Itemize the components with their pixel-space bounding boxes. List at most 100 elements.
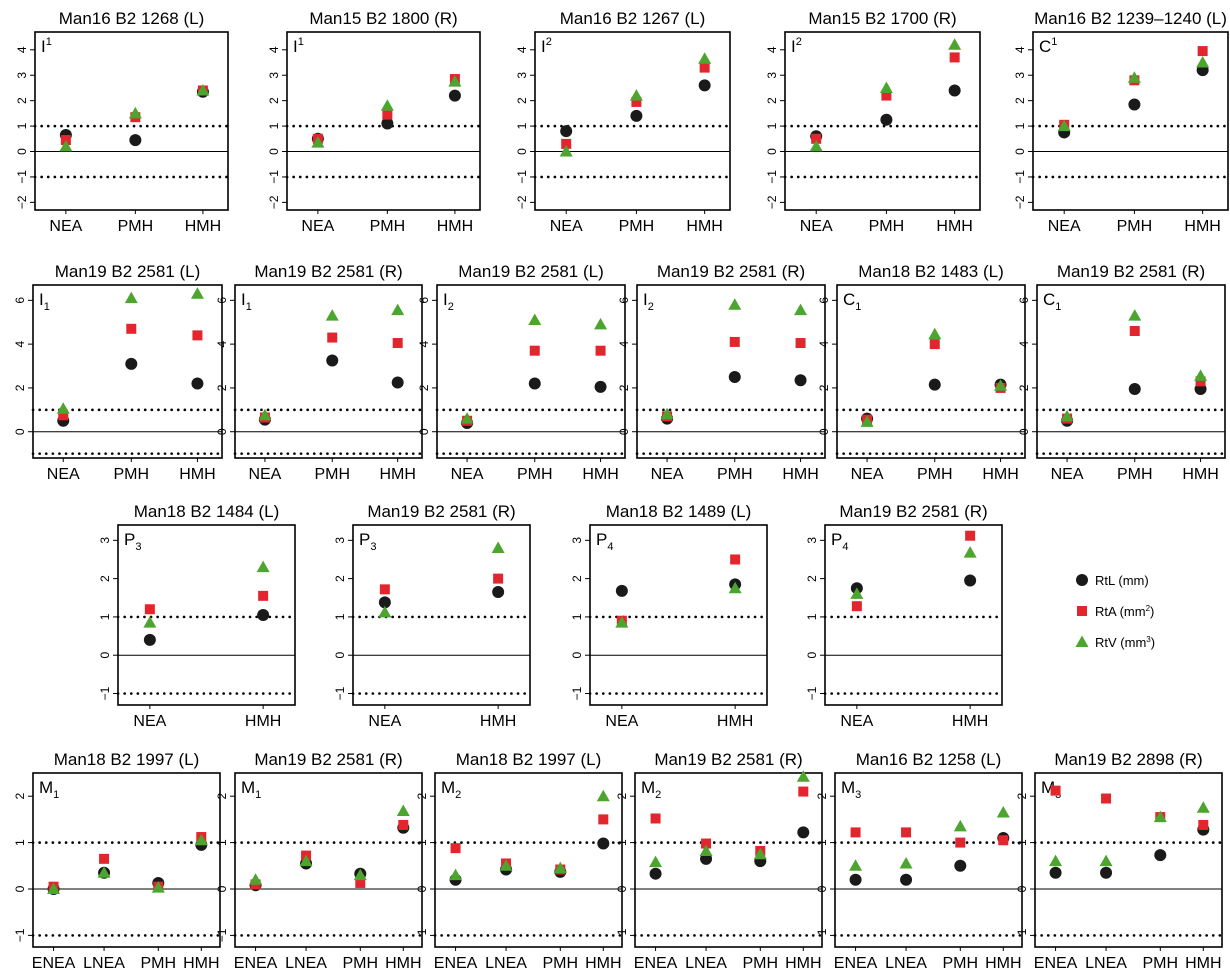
rtv-point — [699, 844, 713, 856]
x-tick-label: ENEA — [434, 955, 478, 972]
rta-point — [1129, 325, 1140, 336]
x-tick-label: HMH — [785, 955, 821, 972]
x-tick-label: PMH — [743, 955, 779, 972]
y-tick-label: −1 — [1015, 928, 1029, 942]
x-tick-label: PMH — [314, 466, 350, 483]
rtv-point — [528, 313, 542, 326]
rtl-point — [928, 378, 941, 391]
rtv-point — [56, 402, 70, 414]
y-tick-label: −1 — [615, 928, 629, 942]
x-tick-label: HMH — [1182, 466, 1218, 483]
rtl-point — [381, 117, 394, 130]
panel-frame — [784, 31, 981, 211]
y-tick-label: 0 — [13, 885, 27, 892]
rta-point — [398, 819, 409, 830]
rtv-point — [553, 861, 567, 874]
panel-title: Man16 B2 1267 (L) — [560, 9, 706, 28]
chart-panel: Man15 B2 1700 (R) −2 −1 0 1 2 3 4 NEA PMH HMH I2 — [765, 9, 982, 235]
rtv-point — [850, 587, 864, 599]
y-tick-label: 1 — [515, 122, 529, 129]
x-tick-label: PMH — [113, 466, 149, 483]
panel-frame — [32, 772, 221, 948]
y-tick-label: 1 — [805, 613, 819, 620]
rtl-point — [257, 609, 270, 621]
y-tick-label: 3 — [98, 537, 112, 544]
panel-title: Man18 B2 1997 (L) — [456, 750, 602, 769]
tooth-label: M3 — [841, 778, 861, 801]
y-tick-label: 2 — [615, 793, 629, 800]
tooth-label: I2 — [643, 290, 654, 313]
panel-frame — [286, 31, 481, 211]
y-tick-label: 2 — [267, 97, 281, 104]
rta-point — [850, 827, 861, 838]
y-tick-label: −1 — [815, 928, 829, 942]
rta-point — [1195, 376, 1206, 387]
y-tick-label: 2 — [417, 384, 431, 391]
rta-point — [650, 813, 661, 824]
y-tick-label: 2 — [805, 575, 819, 582]
rtv-point — [629, 89, 643, 101]
y-tick-label: 2 — [1013, 97, 1027, 104]
rtv-point — [128, 106, 142, 119]
x-tick-label: HMH — [480, 713, 516, 730]
rtl-point — [492, 586, 505, 599]
y-tick-label: 0 — [417, 428, 431, 435]
chart-panel: Man15 B2 1800 (R) −2 −1 0 1 2 3 4 NEA PMH HMH I1 — [267, 9, 482, 235]
rtv-point — [47, 882, 61, 894]
y-tick-label: 1 — [1013, 122, 1027, 129]
rtv-point — [258, 408, 272, 421]
x-tick-label: HMH — [185, 218, 221, 235]
rta-point — [192, 330, 203, 341]
rta-point — [929, 339, 940, 350]
y-tick-label: 0 — [617, 428, 631, 435]
y-tick-label: 6 — [13, 297, 27, 304]
panel-title: Man16 B2 1268 (L) — [59, 9, 205, 28]
y-tick-label: 3 — [15, 72, 29, 79]
y-tick-label: 4 — [15, 46, 29, 53]
x-tick-label: NEA — [47, 466, 80, 483]
rtv-point — [596, 789, 610, 802]
rtv-point — [660, 407, 674, 420]
y-tick-label: 3 — [515, 72, 529, 79]
panel-title: Man18 B2 1484 (L) — [134, 502, 280, 521]
panel-frame — [352, 524, 531, 706]
rtl-point — [964, 574, 977, 587]
rtv-point — [1128, 309, 1142, 321]
rtl-point — [528, 377, 541, 390]
y-tick-label: 4 — [1017, 340, 1031, 347]
x-tick-label: PMH — [869, 218, 905, 235]
y-tick-label: 0 — [515, 148, 529, 155]
rta-point — [1050, 785, 1061, 796]
legend-rtv-marker — [1075, 635, 1089, 647]
y-tick-label: 6 — [215, 297, 229, 304]
rtv-point — [953, 819, 967, 832]
x-tick-label: PMH — [1117, 466, 1153, 483]
x-tick-label: ENEA — [1034, 955, 1078, 972]
y-tick-label: 4 — [417, 340, 431, 347]
panel-frame — [434, 772, 623, 948]
chart-panel: Man16 B2 1239–1240 (L) −2 −1 0 1 2 3 4 NEA PMH HMH… — [1013, 9, 1230, 235]
panel-frame — [1034, 772, 1223, 948]
y-tick-label: 2 — [1015, 793, 1029, 800]
rtv-point — [396, 804, 410, 817]
rtv-point — [97, 866, 111, 878]
rtv-point — [728, 298, 742, 310]
y-tick-label: 1 — [333, 613, 347, 620]
x-tick-label: NEA — [301, 218, 334, 235]
rtv-point — [698, 52, 712, 64]
panel-frame — [636, 284, 826, 459]
chart-panel: Man19 B2 2581 (R) −1 0 1 2 3 NEA HMH P3 — [333, 502, 532, 730]
y-tick-label: 0 — [570, 652, 584, 659]
rta-point — [327, 332, 338, 343]
y-tick-label: 3 — [570, 537, 584, 544]
rta-point — [965, 530, 976, 541]
x-tick-label: LNEA — [685, 955, 727, 972]
rta-point — [1101, 793, 1112, 804]
panel-frame — [32, 284, 223, 459]
rtl-point — [948, 84, 961, 97]
rtv-point — [1060, 409, 1074, 422]
y-tick-label: 0 — [817, 428, 831, 435]
rta-point — [595, 345, 606, 356]
y-tick-label: −1 — [15, 170, 29, 184]
